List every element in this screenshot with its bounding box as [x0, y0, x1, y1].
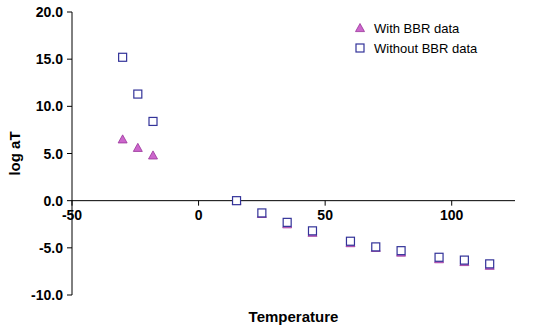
- x-tick: [325, 201, 326, 206]
- point: [486, 260, 494, 268]
- point: [371, 243, 380, 251]
- point: [134, 90, 142, 98]
- point: [346, 237, 354, 245]
- x-tick-label: -50: [62, 207, 82, 223]
- point: [232, 196, 241, 204]
- point: [149, 117, 157, 125]
- point: [149, 151, 158, 159]
- point: [257, 209, 266, 217]
- point: [258, 209, 266, 217]
- y-tick-label: 0.0: [44, 193, 64, 209]
- chart: -10.0 -5.0 0.0 5.0 10.0 15.0 20.0 -50 0 50 100 Temp…: [0, 0, 549, 330]
- x-tick: [451, 201, 452, 206]
- y-axis-title: log aT: [6, 131, 23, 175]
- x-tick-label: 50: [317, 207, 333, 223]
- legend-label: With BBR data: [374, 21, 460, 36]
- x-axis-title: Temperature: [249, 308, 339, 325]
- point: [397, 247, 405, 255]
- y-tick: [67, 106, 72, 107]
- point: [133, 143, 142, 151]
- point: [119, 53, 127, 61]
- point: [372, 243, 380, 251]
- y-tick-label: 15.0: [36, 51, 63, 67]
- x-axis: [72, 200, 515, 201]
- y-tick: [67, 247, 72, 248]
- legend-marker: [356, 44, 364, 52]
- x-tick: [72, 201, 73, 206]
- y-tick-label: 10.0: [36, 98, 63, 114]
- legend-marker: [356, 24, 365, 32]
- x-tick: [198, 201, 199, 206]
- x-tick-label: 0: [195, 207, 203, 223]
- y-tick: [67, 200, 72, 201]
- legend-label: Without BBR data: [374, 41, 478, 56]
- x-tick-label: 100: [440, 207, 464, 223]
- point: [460, 256, 468, 264]
- y-tick: [67, 153, 72, 154]
- point: [435, 253, 443, 261]
- y-tick-label: -10.0: [31, 287, 63, 303]
- y-tick-label: 5.0: [44, 146, 64, 162]
- point: [233, 197, 241, 205]
- y-tick: [67, 12, 72, 13]
- plot-area: [118, 53, 494, 269]
- y-tick: [67, 59, 72, 60]
- y-tick-label: -5.0: [39, 240, 63, 256]
- point: [308, 227, 316, 235]
- point: [118, 135, 127, 143]
- point: [283, 218, 291, 226]
- y-tick-label: 20.0: [36, 4, 63, 20]
- y-tick: [67, 295, 72, 296]
